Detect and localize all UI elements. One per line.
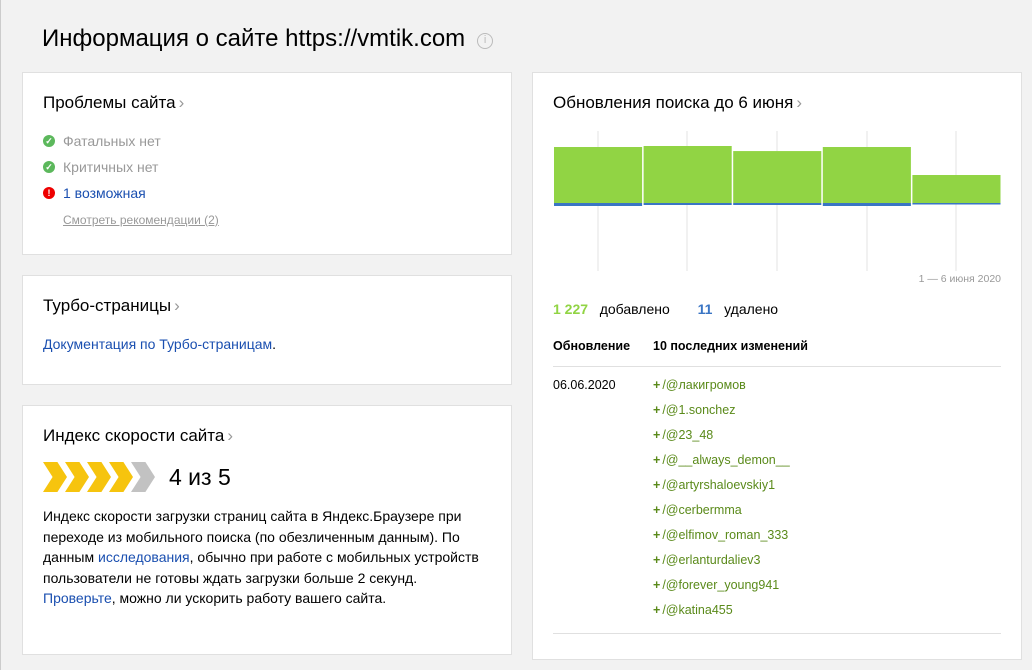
added-bar bbox=[912, 175, 1001, 203]
added-count: 1 227 bbox=[553, 301, 589, 317]
change-item[interactable]: +/@katina455 bbox=[653, 603, 733, 617]
speed-score: 4 из 5 bbox=[169, 463, 231, 490]
plus-icon: + bbox=[653, 553, 661, 567]
divider bbox=[553, 633, 1001, 634]
problems-card: Проблемы сайта › ✓ Фатальных нет ✓ Критичных… bbox=[22, 72, 512, 255]
problem-item: ✓ Критичных нет bbox=[43, 159, 491, 175]
removed-bar bbox=[643, 203, 732, 205]
research-link[interactable]: исследования bbox=[98, 549, 190, 565]
change-item[interactable]: +/@__always_demon__ bbox=[653, 453, 790, 467]
col-update: Обновление bbox=[553, 339, 631, 353]
change-item[interactable]: +/@1.sonchez bbox=[653, 403, 736, 417]
removed-bar bbox=[912, 203, 1001, 205]
removed-bar bbox=[733, 203, 822, 205]
speed-arrow-icon bbox=[109, 462, 133, 492]
problem-item: ✓ Фатальных нет bbox=[43, 133, 491, 149]
recommendations-link[interactable]: Смотреть рекомендации (2) bbox=[63, 213, 219, 227]
problem-item[interactable]: ! 1 возможная bbox=[43, 185, 491, 201]
plus-icon: + bbox=[653, 528, 661, 542]
speed-arrow-icon bbox=[87, 462, 111, 492]
speed-card: Индекс скорости сайта › 4 из 5 Индекс ско… bbox=[22, 405, 512, 655]
speed-rating bbox=[43, 462, 155, 492]
plus-icon: + bbox=[653, 403, 661, 417]
removed-count: 11 bbox=[697, 301, 713, 317]
chart-caption: 1 — 6 июня 2020 bbox=[919, 273, 1002, 285]
speed-arrow-icon bbox=[131, 462, 155, 492]
check-link[interactable]: Проверьте bbox=[43, 590, 112, 606]
change-item[interactable]: +/@лакигромов bbox=[653, 378, 746, 392]
turbo-doc-link[interactable]: Документация по Турбо-страницам bbox=[43, 336, 273, 352]
change-item[interactable]: +/@23_48 bbox=[653, 428, 714, 442]
removed-bar bbox=[822, 203, 911, 206]
change-item[interactable]: +/@cerbermma bbox=[653, 503, 742, 517]
change-item[interactable]: +/@forever_young941 bbox=[653, 578, 780, 592]
speed-title[interactable]: Индекс скорости сайта › bbox=[43, 426, 234, 445]
added-label: добавлено bbox=[599, 301, 670, 317]
updates-title[interactable]: Обновления поиска до 6 июня › bbox=[553, 93, 803, 112]
change-item[interactable]: +/@artyrshaloevskiy1 bbox=[653, 478, 776, 492]
change-item[interactable]: +/@erlanturdaliev3 bbox=[653, 553, 761, 567]
info-icon[interactable]: i bbox=[477, 33, 494, 49]
speed-arrow-icon bbox=[43, 462, 67, 492]
added-bar bbox=[822, 147, 911, 203]
added-bar bbox=[643, 146, 732, 203]
plus-icon: + bbox=[653, 453, 661, 467]
change-item[interactable]: +/@elfimov_roman_333 bbox=[653, 528, 789, 542]
col-changes: 10 последних изменений bbox=[653, 339, 808, 353]
turbo-card: Турбо-страницы › Документация по Турбо-ст… bbox=[22, 275, 512, 385]
plus-icon: + bbox=[653, 428, 661, 442]
plus-icon: + bbox=[653, 603, 661, 617]
added-bar bbox=[733, 151, 822, 203]
speed-arrow-icon bbox=[65, 462, 89, 492]
changes-list: +/@лакигромов +/@1.sonchez +/@23_48 +/@__al… bbox=[653, 378, 790, 628]
updates-summary: 1 227 добавлено 11 удалено bbox=[553, 301, 778, 317]
problems-title[interactable]: Проблемы сайта › bbox=[43, 93, 185, 112]
removed-bar bbox=[554, 203, 643, 206]
plus-icon: + bbox=[653, 503, 661, 517]
check-icon: ✓ bbox=[43, 161, 55, 173]
turbo-title[interactable]: Турбо-страницы › bbox=[43, 296, 180, 315]
plus-icon: + bbox=[653, 478, 661, 492]
updates-chart: 1 — 6 июня 2020 bbox=[554, 131, 1002, 285]
page-title: Информация о сайте https://vmtik.com i bbox=[42, 25, 494, 53]
warning-icon: ! bbox=[43, 187, 55, 199]
speed-description: Индекс скорости загрузки страниц сайта в… bbox=[43, 508, 479, 606]
check-icon: ✓ bbox=[43, 135, 55, 147]
suffix: . bbox=[272, 336, 277, 352]
update-date: 06.06.2020 bbox=[553, 378, 616, 392]
removed-label: удалено bbox=[724, 301, 779, 317]
added-bar bbox=[554, 147, 643, 203]
changes-header: Обновление 10 последних изменений bbox=[553, 339, 1001, 367]
plus-icon: + bbox=[653, 378, 661, 392]
plus-icon: + bbox=[653, 578, 661, 592]
updates-card: Обновления поиска до 6 июня › 1 — 6 июня … bbox=[532, 72, 1022, 660]
